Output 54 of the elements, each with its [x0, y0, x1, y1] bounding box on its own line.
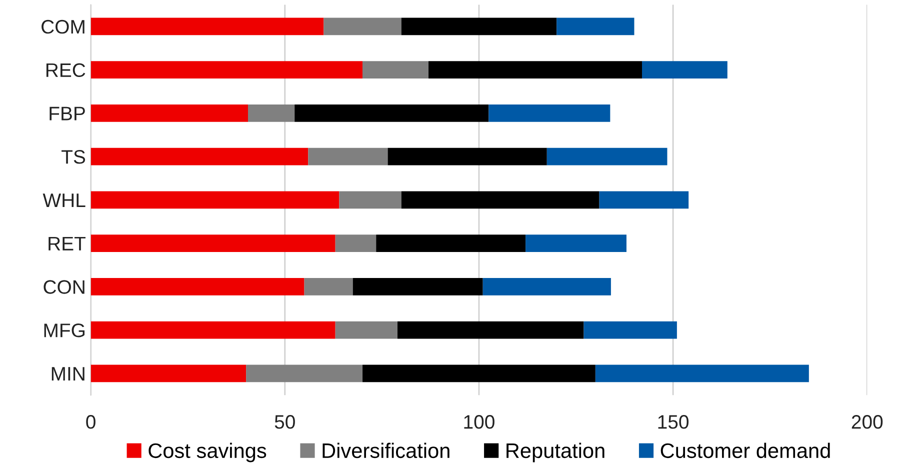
x-tick-label: 150	[658, 415, 689, 429]
y-tick-label: CON	[44, 280, 84, 294]
bar	[595, 364, 809, 382]
y-tick-label: MIN	[52, 367, 84, 380]
bar	[90, 364, 246, 382]
bar	[546, 148, 668, 166]
bar	[556, 18, 634, 36]
bar	[304, 278, 353, 296]
bar	[294, 104, 489, 122]
bar	[388, 148, 547, 166]
bar	[324, 18, 402, 36]
legend-label: Customer demand	[660, 442, 830, 458]
bar	[90, 321, 336, 339]
bar	[584, 321, 677, 339]
legend-label: Cost savings	[148, 442, 266, 462]
bar	[362, 61, 429, 78]
y-tick-label: TS	[62, 150, 86, 164]
bar	[90, 191, 340, 209]
x-tick-label: 200	[852, 415, 883, 429]
bar	[397, 321, 584, 339]
x-tick-label: 0	[86, 415, 96, 429]
bar	[376, 234, 526, 252]
bar	[90, 234, 336, 252]
legend-label: Diversification	[322, 442, 450, 458]
bar	[482, 278, 611, 296]
bar	[339, 191, 402, 209]
bar	[335, 321, 398, 339]
bar	[352, 278, 483, 296]
bar	[90, 148, 308, 166]
legend-label: Reputation	[506, 442, 604, 462]
bar	[488, 104, 610, 122]
bar	[246, 364, 363, 382]
bar	[401, 191, 600, 209]
bar	[599, 191, 689, 209]
bar	[362, 364, 596, 382]
bar	[642, 61, 728, 78]
bar	[526, 234, 626, 252]
bar	[90, 278, 304, 296]
bar	[308, 148, 388, 166]
bar	[90, 104, 248, 122]
y-tick-label: FBP	[50, 106, 85, 120]
bar	[90, 61, 363, 78]
x-tick-label: 100	[464, 415, 494, 429]
bar	[401, 18, 557, 36]
y-tick-label: WHL	[42, 194, 86, 207]
bar	[248, 104, 295, 122]
bar	[90, 18, 324, 36]
y-tick-label: REC	[46, 63, 86, 78]
y-tick-label: COM	[42, 20, 84, 34]
bar	[428, 61, 642, 78]
y-tick-label: MFG	[44, 323, 84, 338]
x-tick-label: 50	[274, 415, 295, 429]
bar	[335, 234, 376, 252]
y-tick-label: RET	[48, 236, 86, 250]
